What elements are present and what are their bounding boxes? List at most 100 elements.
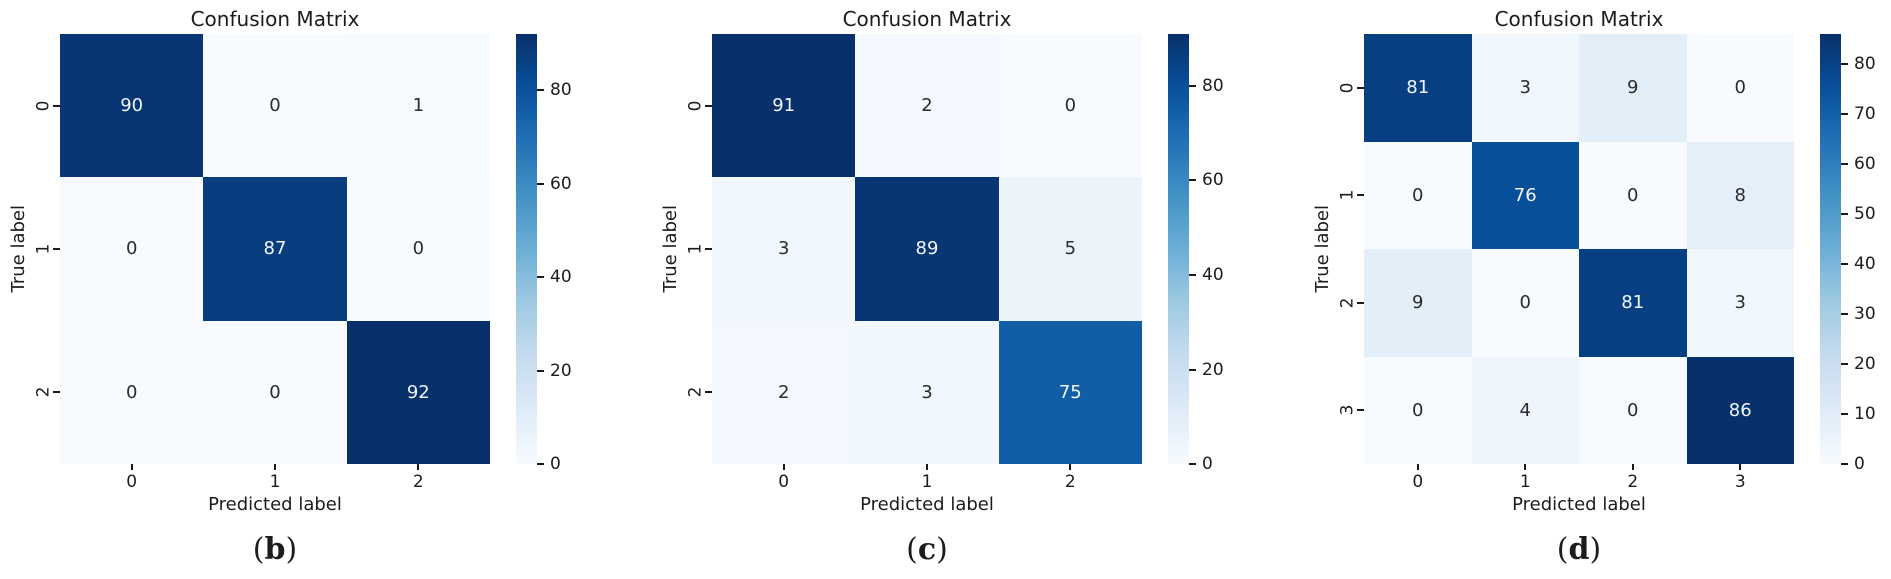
y-tick: 1 [28, 177, 60, 320]
cell-value: 86 [1728, 399, 1752, 421]
colorbar-tick-mark [1189, 84, 1196, 87]
heatmap-cell: 0 [1471, 249, 1579, 357]
cell-value: 0 [269, 95, 281, 117]
colorbar-tick-label: 60 [550, 173, 572, 194]
cell-value: 0 [1064, 95, 1077, 117]
heatmap-cell: 4 [1471, 356, 1579, 464]
cell-value: 0 [269, 381, 281, 403]
x-tick: 1 [203, 464, 346, 492]
y-tick-mark [53, 104, 60, 107]
cell-value: 0 [1412, 399, 1424, 421]
colorbar-tick-label: 50 [1854, 204, 1876, 225]
heatmap-cell: 0 [60, 177, 204, 321]
colorbar-tick-mark [1189, 274, 1196, 276]
caption-paren: ( [1556, 532, 1569, 567]
x-tick-mark [1524, 464, 1527, 470]
heatmap-cell: 0 [1364, 356, 1472, 464]
x-tick: 1 [1472, 464, 1580, 492]
heatmap-cell: 5 [998, 177, 1142, 321]
colorbar-tick: 80 [1841, 54, 1876, 74]
cell-value: 81 [1621, 292, 1645, 314]
colorbar-tick-label: 80 [1202, 75, 1224, 96]
heatmap-cell: 3 [712, 177, 856, 321]
x-tick: 0 [712, 464, 855, 492]
caption-letter: b [264, 532, 286, 567]
colorbar-tick-label: 10 [1854, 404, 1876, 424]
cell-value: 5 [1064, 238, 1077, 260]
y-axis-label: True label [7, 205, 29, 293]
colorbar [516, 34, 537, 464]
x-axis-label: Predicted label [860, 494, 994, 515]
colorbar-tick-mark [537, 182, 544, 185]
x-tick-label: 2 [412, 472, 424, 492]
y-tick-mark [1357, 194, 1364, 197]
colorbar-tick: 0 [1841, 454, 1865, 474]
heatmap-cell: 9 [1364, 249, 1472, 357]
cell-value: 89 [915, 238, 939, 260]
y-tick-labels: 0 1 2 [28, 34, 60, 464]
colorbar-tick-mark [537, 463, 544, 465]
cell-value: 2 [777, 381, 790, 403]
cell-value: 2 [921, 95, 933, 117]
colorbar-tick: 20 [537, 361, 572, 381]
cell-value: 3 [777, 238, 790, 260]
y-tick-label: 1 [33, 243, 54, 255]
colorbar-tick: 10 [1841, 404, 1876, 424]
x-tick: 2 [1579, 464, 1687, 492]
colorbar-tick-label: 40 [1854, 254, 1876, 274]
cell-value: 0 [1734, 77, 1746, 99]
y-tick-mark [1357, 86, 1364, 89]
colorbar-tick-mark [1841, 413, 1848, 415]
x-tick-labels: 0 1 2 [60, 464, 490, 492]
x-axis-label: Predicted label [208, 494, 342, 515]
colorbar-tick-mark [1841, 163, 1848, 165]
colorbar [1820, 34, 1841, 464]
cell-value: 9 [1627, 77, 1639, 99]
heatmap-cell: 0 [1686, 34, 1794, 142]
x-tick-label: 0 [1412, 472, 1424, 492]
heatmap-cell: 81 [1579, 249, 1687, 357]
y-tick-mark [1357, 409, 1364, 412]
y-tick-mark [705, 391, 712, 394]
cell-value: 0 [412, 238, 425, 260]
x-tick-mark [1739, 464, 1742, 470]
colorbar-tick-mark [1841, 363, 1848, 365]
heatmap-cell: 90 [60, 34, 204, 178]
chart-title: Confusion Matrix [1494, 7, 1664, 31]
cell-value: 3 [921, 381, 933, 403]
heatmap-cell: 86 [1686, 356, 1794, 464]
cell-value: 0 [1412, 184, 1424, 206]
colorbar-tick: 60 [1189, 170, 1224, 190]
cell-value: 76 [1513, 184, 1537, 206]
cell-value: 91 [772, 95, 796, 117]
x-tick-label: 2 [1627, 472, 1639, 492]
y-tick-labels: 0 1 2 3 [1332, 34, 1364, 464]
colorbar-tick-mark [1841, 113, 1848, 115]
x-tick-labels: 0 1 2 [712, 464, 1142, 492]
colorbar-tick: 30 [1841, 304, 1876, 324]
y-tick-label: 2 [33, 386, 54, 398]
colorbar-ticks: 0 20 40 60 80 [537, 34, 583, 474]
colorbar-tick-mark [537, 369, 544, 372]
x-tick-mark [782, 464, 785, 470]
colorbar-tick: 60 [537, 173, 572, 194]
heatmap-cell: 0 [998, 34, 1142, 178]
colorbar-tick-mark [1841, 263, 1848, 265]
colorbar-tick-label: 20 [1854, 354, 1876, 374]
x-tick: 0 [1364, 464, 1472, 492]
x-tick-label: 0 [778, 472, 790, 492]
colorbar-tick-mark [1841, 463, 1848, 465]
colorbar-tick-label: 40 [550, 267, 572, 288]
cell-value: 0 [1627, 184, 1639, 206]
y-tick-label: 0 [1337, 82, 1358, 94]
heatmap-cell: 75 [998, 320, 1142, 464]
caption-letter: c [917, 532, 937, 567]
x-tick-label: 0 [126, 472, 138, 492]
heatmap-cell: 2 [712, 320, 856, 464]
colorbar-tick-label: 80 [550, 80, 572, 101]
cell-value: 9 [1412, 292, 1424, 314]
colorbar-tick: 80 [537, 80, 572, 101]
colorbar-tick-label: 80 [1854, 54, 1876, 74]
panel-caption: (d) [1364, 522, 1794, 572]
